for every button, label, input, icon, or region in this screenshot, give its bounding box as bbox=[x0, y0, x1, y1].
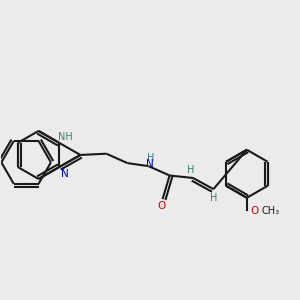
Text: H: H bbox=[187, 165, 194, 175]
Text: H: H bbox=[147, 153, 154, 163]
Text: NH: NH bbox=[58, 133, 73, 142]
Text: O: O bbox=[157, 201, 166, 211]
Text: H: H bbox=[210, 193, 217, 203]
Text: N: N bbox=[61, 169, 69, 179]
Text: O: O bbox=[250, 206, 259, 216]
Text: N: N bbox=[146, 159, 154, 169]
Text: CH₃: CH₃ bbox=[261, 206, 279, 216]
